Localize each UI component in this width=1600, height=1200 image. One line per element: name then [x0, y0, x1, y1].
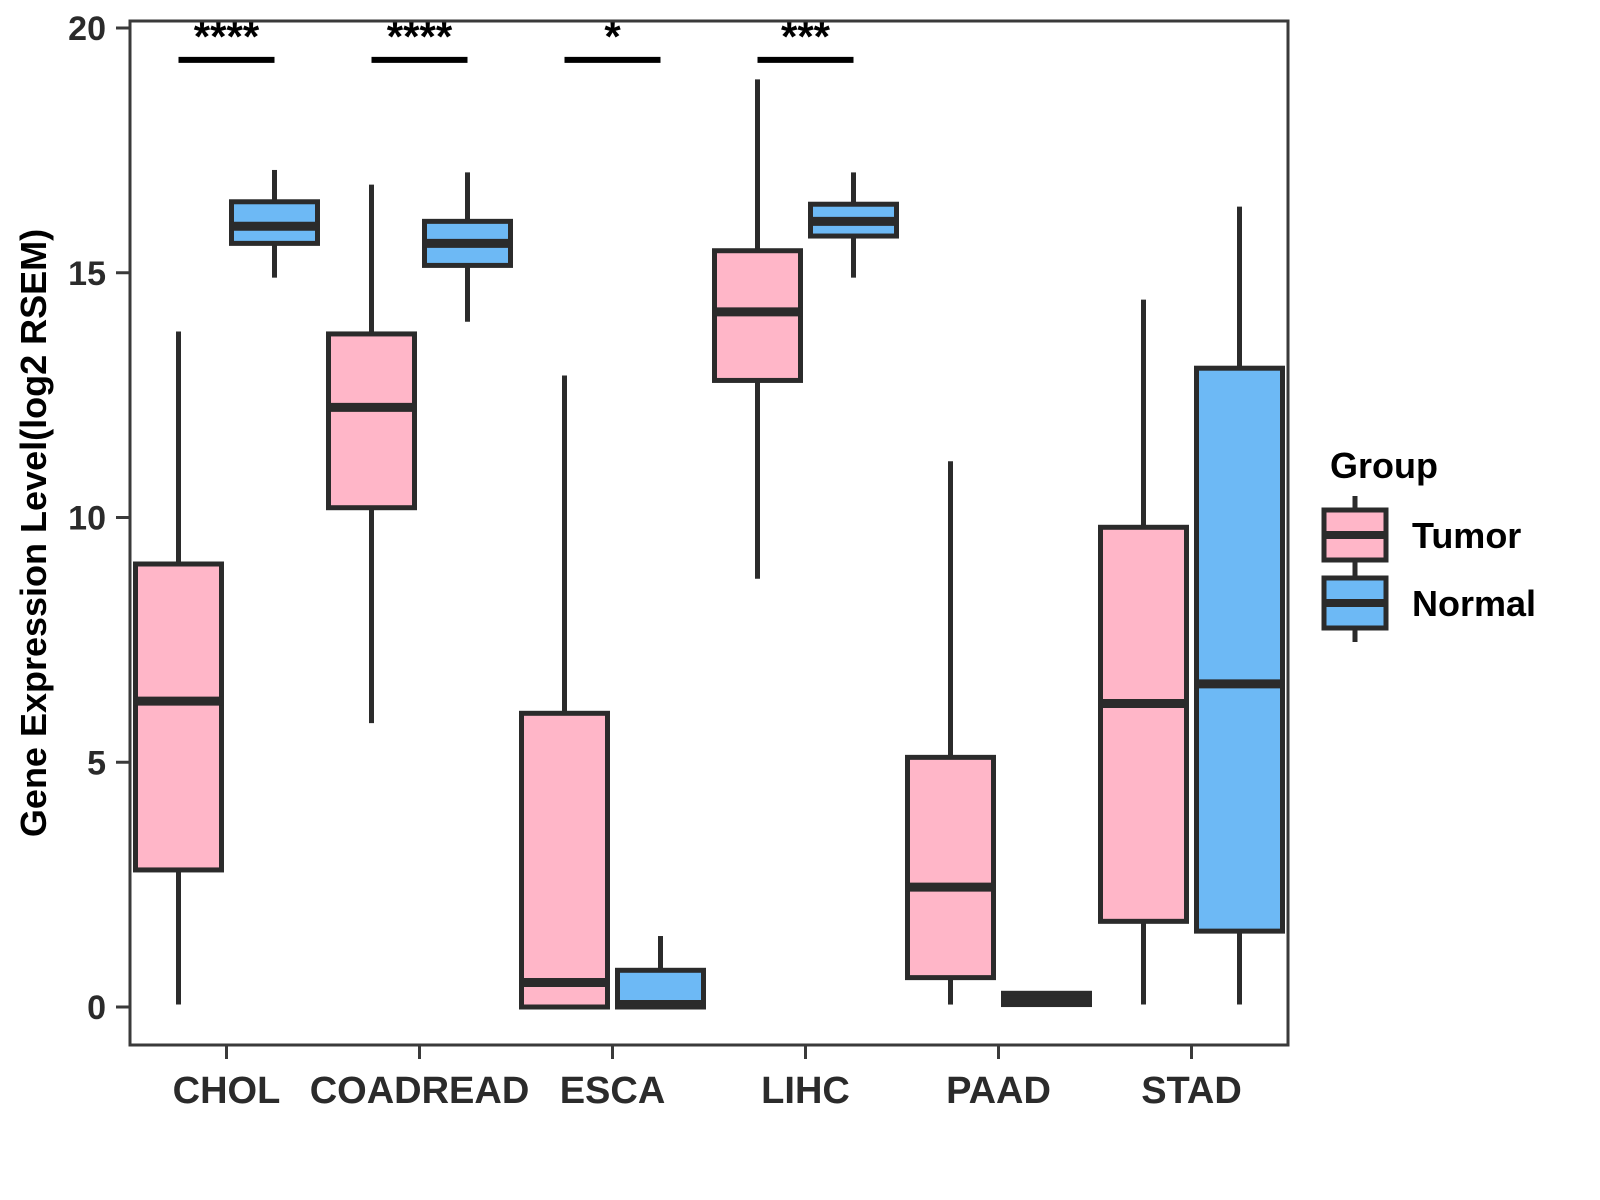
y-axis-title: Gene Expression Level(log2 RSEM) — [13, 229, 54, 837]
x-tick-label-lihc: LIHC — [761, 1070, 850, 1112]
box-normal-coadread — [422, 172, 513, 322]
box-tumor-coadread — [326, 184, 417, 724]
panel-border — [128, 19, 1290, 1047]
y-tick-label: 20 — [68, 10, 106, 48]
significance-annotations: **** **** * *** — [178, 13, 854, 63]
x-tick-label-chol: CHOL — [173, 1070, 281, 1112]
x-tick-label-esca: ESCA — [560, 1070, 666, 1112]
box-tumor-paad — [905, 461, 996, 1005]
plot-panel — [130, 21, 1288, 1045]
legend: Group Tumor Normal — [1321, 445, 1536, 642]
box-body — [905, 754, 996, 981]
y-tick-label: 15 — [68, 255, 106, 293]
box-tumor-esca — [519, 375, 610, 1010]
x-axis-ticks: CHOL COADREAD ESCA LIHC PAAD STAD — [173, 1045, 1242, 1112]
x-tick-label-stad: STAD — [1141, 1070, 1242, 1112]
y-axis-ticks: 0 5 10 15 20 — [68, 10, 130, 1027]
legend-label: Tumor — [1412, 515, 1521, 556]
box-normal-lihc — [808, 172, 899, 278]
box-normal-stad — [1194, 206, 1285, 1005]
box-body — [1194, 365, 1285, 934]
significance-label: * — [604, 13, 621, 60]
box-body — [326, 331, 417, 511]
legend-entries: Tumor Normal — [1321, 496, 1536, 642]
y-tick-label: 0 — [87, 989, 106, 1027]
legend-entry-tumor[interactable]: Tumor — [1321, 496, 1521, 574]
box-body — [133, 561, 224, 873]
legend-title: Group — [1330, 445, 1438, 486]
box-tumor-stad — [1098, 299, 1189, 1005]
y-tick-label: 10 — [68, 500, 106, 538]
box-normal-paad — [1001, 990, 1092, 1008]
box-tumor-chol — [133, 331, 224, 1005]
box-plots-layer — [133, 79, 1285, 1010]
x-tick-label-coadread: COADREAD — [310, 1070, 530, 1112]
significance-esca: * — [564, 13, 661, 63]
box-normal-chol — [229, 169, 320, 278]
y-tick-label: 5 — [87, 744, 106, 782]
box-body — [1098, 524, 1189, 924]
box-body — [519, 710, 610, 1010]
x-tick-label-paad: PAAD — [946, 1070, 1051, 1112]
legend-label: Normal — [1412, 583, 1536, 624]
box-tumor-lihc — [712, 79, 803, 579]
box-normal-esca — [615, 936, 706, 1010]
legend-entry-normal[interactable]: Normal — [1321, 564, 1536, 642]
